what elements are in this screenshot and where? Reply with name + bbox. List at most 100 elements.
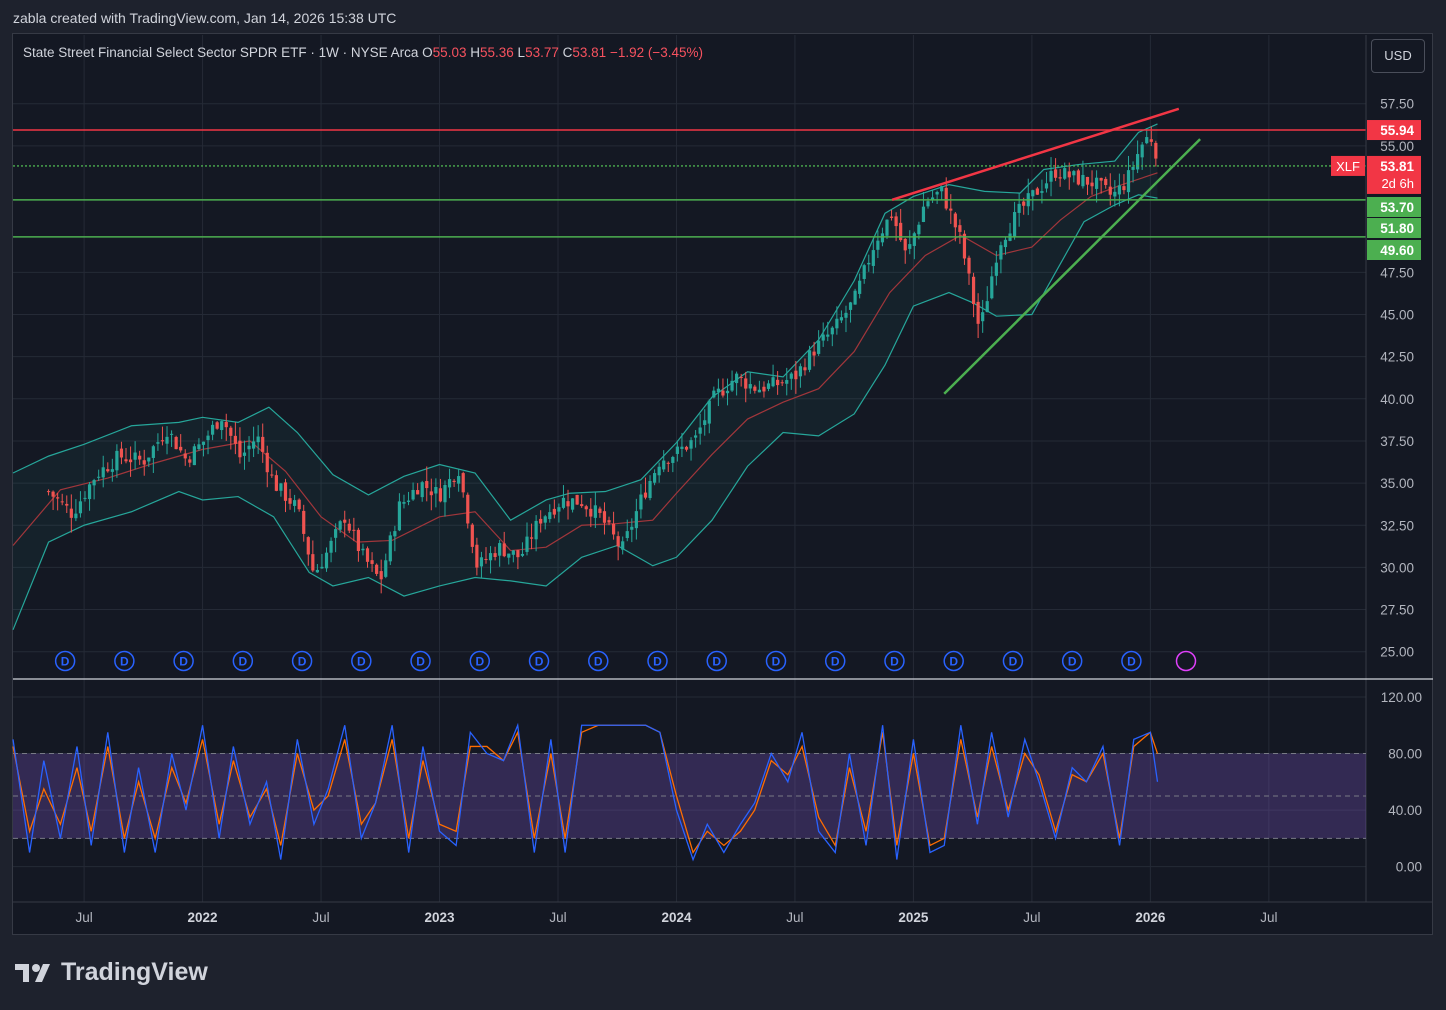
candle-body bbox=[188, 459, 192, 463]
candle-body bbox=[516, 550, 520, 558]
candle-body bbox=[511, 550, 515, 555]
candle-body bbox=[1031, 190, 1035, 197]
candle-body bbox=[60, 501, 64, 503]
candle-body bbox=[1067, 171, 1071, 178]
candle-body bbox=[1136, 154, 1140, 170]
dividend-marker bbox=[765, 650, 787, 672]
candle-body bbox=[525, 536, 529, 552]
candle-body bbox=[256, 436, 260, 443]
candle-body bbox=[698, 427, 702, 434]
currency-button[interactable]: USD bbox=[1371, 39, 1425, 73]
dividend-marker bbox=[884, 650, 905, 672]
candle-body bbox=[639, 494, 643, 510]
candle-body bbox=[74, 513, 78, 519]
candle-body bbox=[666, 462, 670, 464]
candle-body bbox=[552, 508, 556, 515]
candle-body bbox=[1063, 168, 1067, 179]
candle-body bbox=[789, 373, 793, 379]
bollinger-lower-line bbox=[12, 194, 1158, 631]
candle-body bbox=[744, 378, 748, 389]
candle-body bbox=[365, 548, 370, 562]
candle-body bbox=[1003, 239, 1008, 248]
candle-body bbox=[507, 553, 511, 558]
candle-body bbox=[438, 488, 443, 502]
dividend-marker-label: D bbox=[772, 655, 781, 669]
candle-body bbox=[876, 240, 880, 250]
candle-body bbox=[361, 548, 365, 551]
level-tag-resistance-bg bbox=[1367, 120, 1421, 141]
last-price-countdown: 2d 6h bbox=[1381, 176, 1414, 191]
candle-body bbox=[133, 452, 137, 460]
trendline bbox=[891, 107, 1180, 202]
candle-body bbox=[242, 452, 247, 456]
price-tick-label: 35.00 bbox=[1380, 476, 1414, 491]
candle-body bbox=[712, 390, 716, 398]
candle-body bbox=[352, 529, 356, 531]
dividend-marker bbox=[232, 650, 254, 672]
candle-body bbox=[807, 350, 812, 370]
candle-body bbox=[958, 225, 962, 232]
candle-body bbox=[224, 421, 228, 428]
price-tick-label: 42.50 bbox=[1380, 350, 1414, 365]
candle-body bbox=[520, 553, 525, 556]
candle-body bbox=[429, 491, 433, 496]
dividend-marker-label: D bbox=[1068, 655, 1077, 669]
chart-frame[interactable] bbox=[12, 33, 1433, 935]
candle-body bbox=[329, 540, 333, 553]
candle-body bbox=[962, 233, 967, 259]
candle-body bbox=[821, 334, 825, 341]
candle-body bbox=[940, 186, 944, 192]
candle-body bbox=[493, 553, 497, 557]
candle-body bbox=[776, 379, 780, 386]
dividend-marker-label: D bbox=[416, 655, 425, 669]
candle-body bbox=[1149, 139, 1153, 142]
candle-body bbox=[101, 467, 105, 478]
dividend-marker-label: D bbox=[890, 655, 899, 669]
candle-body bbox=[1145, 137, 1149, 144]
dividend-marker bbox=[351, 650, 372, 672]
candle-body bbox=[420, 482, 424, 498]
level-tag-support-2-bg bbox=[1367, 218, 1421, 238]
stoch-tick-label: 40.00 bbox=[1388, 803, 1422, 818]
candle-body bbox=[780, 382, 784, 384]
candle-body bbox=[557, 507, 561, 512]
candle-body bbox=[160, 440, 165, 442]
candle-body bbox=[757, 389, 762, 393]
candle-body bbox=[179, 446, 183, 451]
candle-body bbox=[625, 531, 629, 539]
dividend-marker bbox=[706, 650, 727, 672]
candle-body bbox=[570, 498, 575, 510]
candle-body bbox=[894, 216, 898, 227]
dividend-marker-label: D bbox=[1127, 655, 1136, 669]
candle-body bbox=[92, 480, 96, 486]
dividend-marker bbox=[528, 650, 550, 672]
tradingview-logo[interactable]: TradingView bbox=[15, 958, 208, 987]
dividend-marker bbox=[469, 650, 491, 672]
last-price-tag-bg bbox=[1367, 155, 1421, 194]
time-tick-label: 2024 bbox=[661, 910, 692, 925]
last-price-value: 53.81 bbox=[1380, 159, 1414, 174]
time-tick-label: Jul bbox=[1260, 910, 1277, 925]
candle-body bbox=[288, 498, 292, 504]
time-tick-label: Jul bbox=[1023, 910, 1040, 925]
candle-body bbox=[812, 351, 816, 356]
candle-body bbox=[994, 262, 998, 276]
candle-body bbox=[174, 436, 178, 450]
candle-body bbox=[475, 544, 479, 568]
candle-body bbox=[949, 208, 953, 211]
candle-body bbox=[721, 390, 725, 396]
candle-body bbox=[867, 262, 871, 265]
candle-body bbox=[1049, 171, 1053, 182]
candle-body bbox=[607, 520, 611, 523]
dividend-marker bbox=[291, 650, 313, 672]
candle-body bbox=[334, 529, 338, 538]
candle-body bbox=[192, 446, 196, 466]
tradingview-logo-icon bbox=[15, 963, 50, 982]
level-tag-support-3-bg bbox=[1367, 240, 1421, 260]
price-tick-label: 47.50 bbox=[1380, 265, 1414, 280]
candlesticks bbox=[46, 126, 1158, 594]
candle-body bbox=[935, 191, 939, 195]
candle-body bbox=[930, 197, 935, 201]
candle-body bbox=[766, 383, 771, 389]
